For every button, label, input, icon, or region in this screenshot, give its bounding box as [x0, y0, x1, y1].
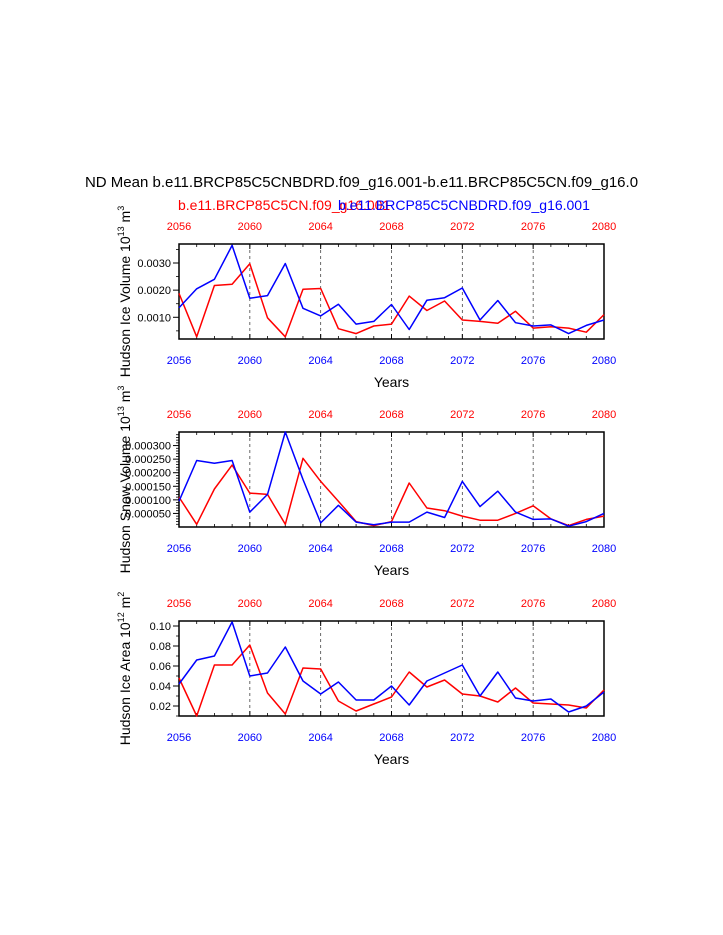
y-tick-label: 0.000250 [125, 454, 171, 466]
x-tick-label-bottom: 2060 [238, 543, 262, 555]
y-tick-label: 0.000150 [125, 481, 171, 493]
x-tick-label-bottom: 2064 [308, 543, 332, 555]
x-tick-label-top: 2068 [379, 598, 403, 610]
y-tick-label: 0.08 [150, 641, 171, 653]
y-tick-label: 0.0010 [137, 312, 171, 324]
x-tick-label-top: 2056 [167, 221, 191, 233]
panel-ice-area: 0.02 0.04 0.06 0.08 0.10 2056 2056 2060 2060 2064… [116, 592, 616, 767]
series-line-blue [178, 431, 605, 527]
y-tick-label: 0.06 [150, 661, 171, 673]
x-tick-label-top: 2068 [379, 221, 403, 233]
x-tick-label-bottom: 2056 [167, 355, 191, 367]
x-tick-label-bottom: 2076 [521, 543, 545, 555]
x-tick-label-top: 2060 [238, 221, 262, 233]
x-tick-label-top: 2080 [592, 221, 616, 233]
x-tick-label-top: 2080 [592, 409, 616, 421]
x-tick-label-bottom: 2068 [379, 355, 403, 367]
x-tick-label-bottom: 2060 [238, 355, 262, 367]
x-tick-label-bottom: 2072 [450, 543, 474, 555]
x-tick-label-top: 2076 [521, 409, 545, 421]
x-tick-label-bottom: 2072 [450, 732, 474, 744]
x-tick-label-bottom: 2068 [379, 732, 403, 744]
x-axis-title: Years [374, 562, 409, 578]
x-axis-title: Years [374, 374, 409, 390]
x-tick-label-top: 2064 [308, 221, 332, 233]
x-tick-label-top: 2060 [238, 409, 262, 421]
x-tick-label-bottom: 2056 [167, 543, 191, 555]
x-tick-label-top: 2076 [521, 221, 545, 233]
y-tick-label: 0.000300 [125, 441, 171, 453]
x-tick-label-bottom: 2072 [450, 355, 474, 367]
series-line-blue [178, 244, 605, 335]
x-tick-label-bottom: 2080 [592, 355, 616, 367]
y-tick-label: 0.0030 [137, 258, 171, 270]
x-tick-label-top: 2064 [308, 409, 332, 421]
x-tick-label-bottom: 2060 [238, 732, 262, 744]
x-tick-label-top: 2056 [167, 598, 191, 610]
y-tick-label: 0.04 [150, 681, 171, 693]
y-tick-label: 0.02 [150, 701, 171, 713]
x-tick-label-top: 2072 [450, 221, 474, 233]
x-tick-label-top: 2072 [450, 409, 474, 421]
x-tick-label-bottom: 2068 [379, 543, 403, 555]
y-tick-label: 0.000200 [125, 468, 171, 480]
y-tick-label: 0.10 [150, 621, 171, 633]
x-tick-label-bottom: 2064 [308, 732, 332, 744]
y-axis-title: Hudson Ice Area 1012 m2 [116, 592, 133, 746]
series-line-red [178, 263, 605, 338]
x-tick-label-bottom: 2056 [167, 732, 191, 744]
x-tick-label-bottom: 2064 [308, 355, 332, 367]
series-line-red [178, 644, 605, 717]
x-tick-label-top: 2072 [450, 598, 474, 610]
series-line-blue [178, 621, 605, 713]
x-tick-label-top: 2068 [379, 409, 403, 421]
x-tick-label-bottom: 2080 [592, 543, 616, 555]
y-tick-label: 0.0020 [137, 285, 171, 297]
figure-title: ND Mean b.e11.BRCP85C5CNBDRD.f09_g16.001… [85, 174, 638, 191]
x-tick-label-bottom: 2080 [592, 732, 616, 744]
y-axis-title: Hudson Ice Volume 1013 m3 [116, 206, 133, 377]
x-tick-label-bottom: 2076 [521, 732, 545, 744]
legend-red-label: b.e11.BRCP85C5CN.f09_g16.001 [178, 197, 390, 213]
y-tick-label: 0.000050 [125, 508, 171, 520]
legend-blue-label: b.e11.BRCP85C5CNBDRD.f09_g16.001 [338, 197, 590, 213]
panel-ice-volume: 0.0010 0.0020 0.0030 2056 2056 2060 2060 2064 20… [116, 206, 616, 390]
x-tick-label-top: 2056 [167, 409, 191, 421]
x-tick-label-top: 2080 [592, 598, 616, 610]
x-tick-label-top: 2064 [308, 598, 332, 610]
x-tick-label-top: 2076 [521, 598, 545, 610]
y-axis-title: Hudson Snow Volume 1013 m3 [116, 386, 133, 574]
x-tick-label-top: 2060 [238, 598, 262, 610]
y-tick-label: 0.000100 [125, 495, 171, 507]
x-tick-label-bottom: 2076 [521, 355, 545, 367]
x-axis-title: Years [374, 751, 409, 767]
